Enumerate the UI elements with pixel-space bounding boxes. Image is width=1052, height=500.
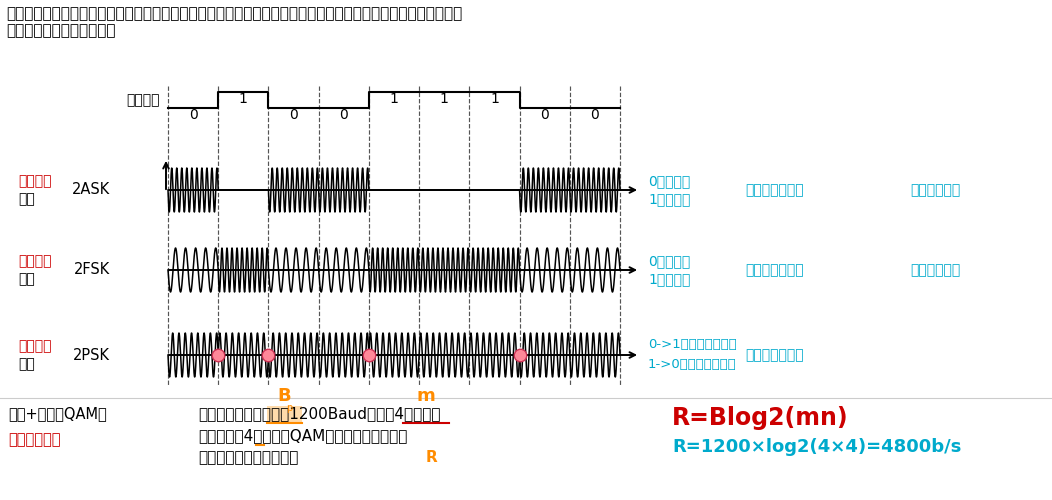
Text: 1: 1 — [389, 92, 399, 106]
Text: 0: 0 — [340, 108, 348, 122]
Text: 1：无振幅: 1：无振幅 — [648, 192, 690, 206]
Text: 调幅: 调幅 — [18, 192, 35, 206]
Text: 0：频率低: 0：频率低 — [648, 254, 690, 268]
Text: 频率和相位不变: 频率和相位不变 — [745, 183, 804, 197]
Text: p: p — [286, 403, 292, 413]
Text: 抗干扰能力强: 抗干扰能力强 — [910, 263, 960, 277]
Text: 1->0：顶点两边为负: 1->0：顶点两边为负 — [648, 358, 736, 370]
Text: 1: 1 — [239, 92, 248, 106]
Text: 0->1：顶点两边为正: 0->1：顶点两边为正 — [648, 338, 736, 350]
Text: 解调器的调制和解调过程。: 解调器的调制和解调过程。 — [6, 23, 116, 38]
Text: 相移键控: 相移键控 — [18, 339, 52, 353]
Text: R: R — [426, 450, 438, 466]
Text: R=1200×log2(4×4)=4800b/s: R=1200×log2(4×4)=4800b/s — [672, 438, 962, 456]
Text: 0: 0 — [590, 108, 600, 122]
Text: 调幅+调相（QAM）: 调幅+调相（QAM） — [8, 406, 106, 422]
Text: 数字数据调制技术在发送端将数字信号转换为模拟信号，而在接收端将模拟信号还原为数字信号，分别对应于调制: 数字数据调制技术在发送端将数字信号转换为模拟信号，而在接收端将模拟信号还原为数字… — [6, 6, 462, 21]
Text: 抗干扰能力差: 抗干扰能力差 — [910, 183, 960, 197]
Text: 0: 0 — [541, 108, 549, 122]
Text: 2ASK: 2ASK — [72, 182, 110, 198]
Text: 的信息传输速率是多少？: 的信息传输速率是多少？ — [198, 450, 299, 466]
Text: 振幅和频率不变: 振幅和频率不变 — [745, 348, 804, 362]
Text: R=Blog2(mn): R=Blog2(mn) — [672, 406, 849, 430]
Text: 正交振幅调制: 正交振幅调制 — [8, 432, 61, 448]
Text: 振幅和相位不变: 振幅和相位不变 — [745, 263, 804, 277]
Text: 1: 1 — [440, 92, 448, 106]
Text: 频移键控: 频移键控 — [18, 254, 52, 268]
Text: 0: 0 — [289, 108, 298, 122]
Text: 基带信号: 基带信号 — [126, 93, 160, 107]
Text: 幅移键控: 幅移键控 — [18, 174, 52, 188]
Text: 1：频率高: 1：频率高 — [648, 272, 690, 286]
Text: m: m — [417, 387, 436, 405]
Text: 调频: 调频 — [18, 272, 35, 286]
Text: 某通信链路的波特率是1200Baud，采用4个相位，: 某通信链路的波特率是1200Baud，采用4个相位， — [198, 406, 441, 422]
Text: 0：有振幅: 0：有振幅 — [648, 174, 690, 188]
Text: 2PSK: 2PSK — [73, 348, 110, 362]
Text: 2FSK: 2FSK — [74, 262, 110, 278]
Text: B: B — [278, 387, 291, 405]
Bar — [267, 406, 302, 422]
Text: 1: 1 — [490, 92, 499, 106]
Text: 调相: 调相 — [18, 357, 35, 371]
Text: 0: 0 — [188, 108, 198, 122]
Text: 每个相位有4种振幅的QAM调制技术，则该链路: 每个相位有4种振幅的QAM调制技术，则该链路 — [198, 428, 407, 444]
